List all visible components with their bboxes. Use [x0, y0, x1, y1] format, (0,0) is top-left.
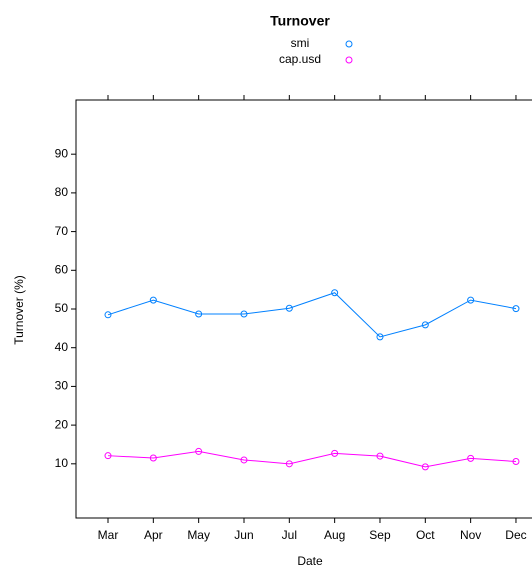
x-tick-label: Oct	[416, 528, 435, 542]
y-tick-label: 20	[55, 417, 69, 431]
data-point	[285, 460, 293, 468]
x-tick-label: Nov	[460, 528, 481, 542]
data-point	[240, 310, 248, 318]
x-tick-label: Dec	[505, 528, 526, 542]
data-point	[195, 447, 203, 455]
data-point	[467, 296, 475, 304]
data-point	[240, 456, 248, 464]
x-tick-label: May	[187, 528, 210, 542]
data-point	[195, 310, 203, 318]
legend-marker	[345, 40, 353, 48]
x-tick-label: Sep	[369, 528, 391, 542]
legend-label: cap.usd	[279, 52, 321, 66]
data-point	[376, 452, 384, 460]
y-tick-label: 30	[55, 379, 69, 393]
x-tick-label: Apr	[144, 528, 163, 542]
data-point	[104, 452, 112, 460]
x-tick-label: Jul	[282, 528, 297, 542]
series-line	[107, 450, 517, 468]
legend-marker	[345, 56, 353, 64]
data-point	[376, 333, 384, 341]
data-point	[512, 305, 520, 313]
panel	[75, 99, 532, 519]
y-axis-label: Turnover (%)	[12, 275, 26, 345]
data-point	[421, 321, 429, 329]
x-tick-label: Mar	[98, 528, 119, 542]
series-line	[107, 292, 517, 338]
data-point	[421, 463, 429, 471]
data-point	[149, 296, 157, 304]
y-tick-label: 10	[55, 456, 69, 470]
y-tick-label: 70	[55, 224, 69, 238]
data-point	[467, 454, 475, 462]
x-axis-label: Date	[297, 554, 323, 568]
chart-title: Turnover	[270, 13, 330, 29]
data-point	[331, 449, 339, 457]
data-point	[331, 289, 339, 297]
x-tick-label: Jun	[234, 528, 253, 542]
y-tick-label: 90	[55, 146, 69, 160]
y-tick-label: 40	[55, 340, 69, 354]
data-point	[149, 454, 157, 462]
legend-label: smi	[291, 36, 310, 50]
data-point	[285, 304, 293, 312]
data-point	[104, 311, 112, 319]
x-tick-label: Aug	[324, 528, 345, 542]
y-tick-label: 50	[55, 301, 69, 315]
data-point	[512, 457, 520, 465]
y-tick-label: 60	[55, 262, 69, 276]
y-tick-label: 80	[55, 185, 69, 199]
